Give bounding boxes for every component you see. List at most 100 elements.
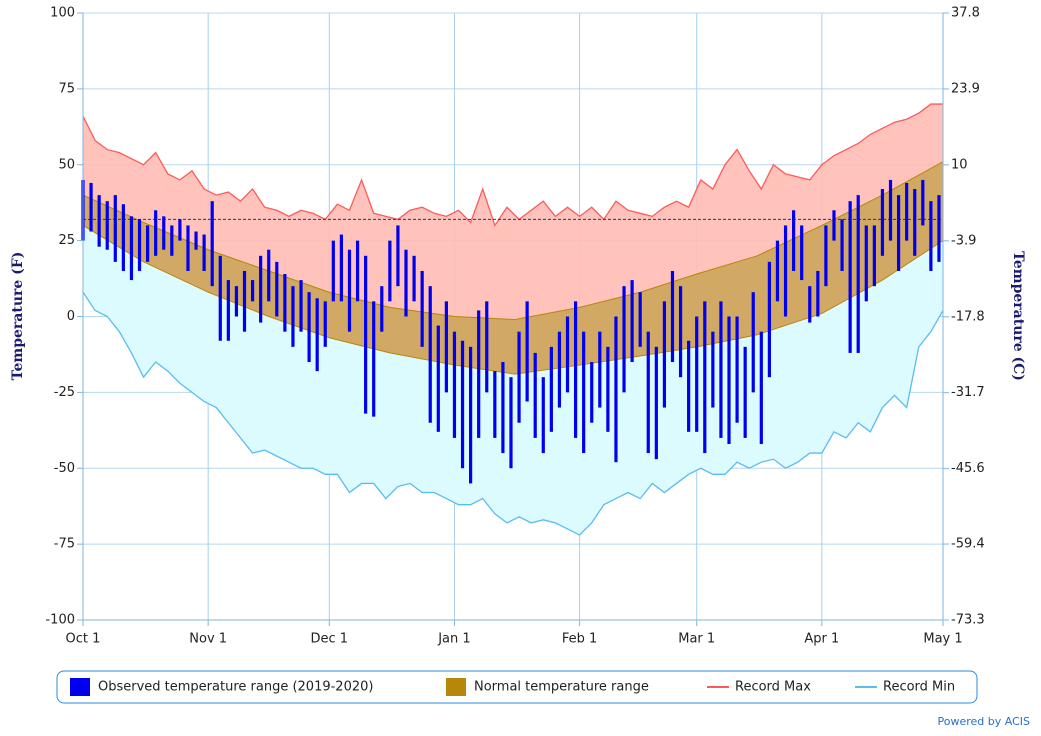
range-bar — [250, 280, 255, 302]
range-bar — [711, 331, 715, 408]
range-bar — [129, 216, 134, 281]
range-bar — [154, 210, 158, 256]
range-bar — [162, 216, 166, 250]
range-bar — [848, 201, 852, 353]
range-bar — [800, 225, 804, 281]
range-bar — [452, 331, 457, 438]
range-bar — [210, 201, 214, 287]
range-bar — [816, 270, 820, 317]
range-bar — [89, 182, 93, 232]
y-tick-label: 25 — [58, 233, 75, 248]
range-bar — [735, 316, 739, 423]
range-bar — [307, 292, 311, 363]
range-bar — [396, 225, 400, 287]
x-tick-label: Apr 1 — [804, 632, 839, 647]
range-bar — [355, 240, 360, 302]
legend-label[interactable]: Record Min — [883, 680, 955, 695]
range-bar — [178, 219, 182, 241]
range-bar — [824, 225, 828, 287]
y-tick-label: 0 — [67, 309, 75, 324]
y2-tick-label: 10 — [951, 157, 968, 172]
range-bar — [670, 270, 675, 363]
x-tick-label: May 1 — [923, 632, 962, 647]
x-tick-label: Oct 1 — [66, 632, 101, 647]
range-bar — [921, 179, 925, 226]
range-bar — [687, 340, 691, 432]
legend-swatch — [70, 678, 90, 696]
range-bar — [218, 255, 222, 341]
range-bar — [913, 189, 917, 256]
range-bar — [404, 249, 408, 317]
y-tick-label: -75 — [54, 537, 75, 552]
range-bar — [751, 292, 755, 393]
range-bar — [517, 331, 521, 423]
credit: Powered by ACIS — [938, 715, 1031, 728]
range-bar — [590, 362, 594, 423]
range-bar — [420, 270, 424, 347]
range-bar — [113, 195, 117, 262]
range-bar — [485, 301, 489, 393]
range-bar — [146, 225, 150, 262]
y-tick-label: 50 — [58, 157, 75, 172]
range-bar — [339, 234, 344, 302]
range-bar — [291, 286, 295, 347]
range-bar — [582, 331, 586, 454]
range-bar — [896, 195, 901, 271]
range-bar — [743, 346, 747, 438]
range-bar — [872, 225, 876, 287]
range-bar — [137, 219, 142, 271]
range-bar — [888, 179, 893, 241]
range-bar — [573, 301, 578, 438]
legend-label[interactable]: Observed temperature range (2019-2020) — [98, 680, 373, 695]
y-tick-label: -25 — [54, 385, 75, 400]
range-bar — [557, 331, 562, 408]
range-bar — [541, 377, 545, 454]
record-min-fill — [83, 225, 943, 536]
range-bar — [638, 292, 642, 347]
range-bar — [719, 301, 723, 438]
range-bar — [121, 204, 125, 271]
range-bar — [840, 219, 844, 271]
y2-tick-label: -59.4 — [951, 537, 985, 552]
legend-label[interactable]: Record Max — [735, 680, 811, 695]
range-bar — [565, 316, 570, 393]
y-tick-label: 75 — [58, 81, 75, 96]
y2-tick-label: -73.3 — [951, 613, 985, 628]
range-bar — [170, 225, 174, 256]
range-bar — [606, 346, 610, 432]
range-bar — [323, 301, 327, 347]
x-tick-label: Feb 1 — [562, 632, 597, 647]
range-bar — [646, 331, 650, 454]
record-min-line — [82, 291, 944, 536]
range-bar — [880, 189, 885, 256]
y2-tick-label: -17.8 — [951, 309, 985, 324]
range-bar — [703, 301, 707, 454]
range-bar — [549, 346, 553, 432]
y-tick-label: -50 — [54, 461, 75, 476]
range-bar — [614, 316, 618, 463]
y2-tick-label: -3.9 — [951, 233, 976, 248]
y2-tick-label: 23.9 — [951, 81, 980, 96]
range-bar — [315, 298, 319, 372]
legend-swatch — [446, 678, 466, 696]
y-axis-title: Temperature (F) — [10, 252, 26, 381]
y2-tick-label: -31.7 — [951, 385, 985, 400]
range-bar — [622, 286, 626, 393]
x-tick-label: Dec 1 — [311, 632, 349, 647]
record-max-line — [82, 103, 943, 227]
range-bar — [654, 346, 658, 460]
x-tick-label: Mar 1 — [678, 632, 715, 647]
range-bar — [509, 377, 513, 469]
range-bar — [412, 255, 416, 302]
y2-axis-title: Temperature (C) — [1010, 251, 1026, 381]
range-bar — [194, 231, 198, 250]
range-bar — [226, 280, 230, 341]
legend-label[interactable]: Normal temperature range — [474, 680, 649, 695]
range-bar — [832, 210, 836, 241]
range-bar — [905, 182, 909, 241]
y-tick-label: -100 — [45, 613, 75, 628]
range-bar — [767, 261, 771, 378]
range-bar — [275, 261, 279, 317]
range-bar — [856, 195, 860, 353]
